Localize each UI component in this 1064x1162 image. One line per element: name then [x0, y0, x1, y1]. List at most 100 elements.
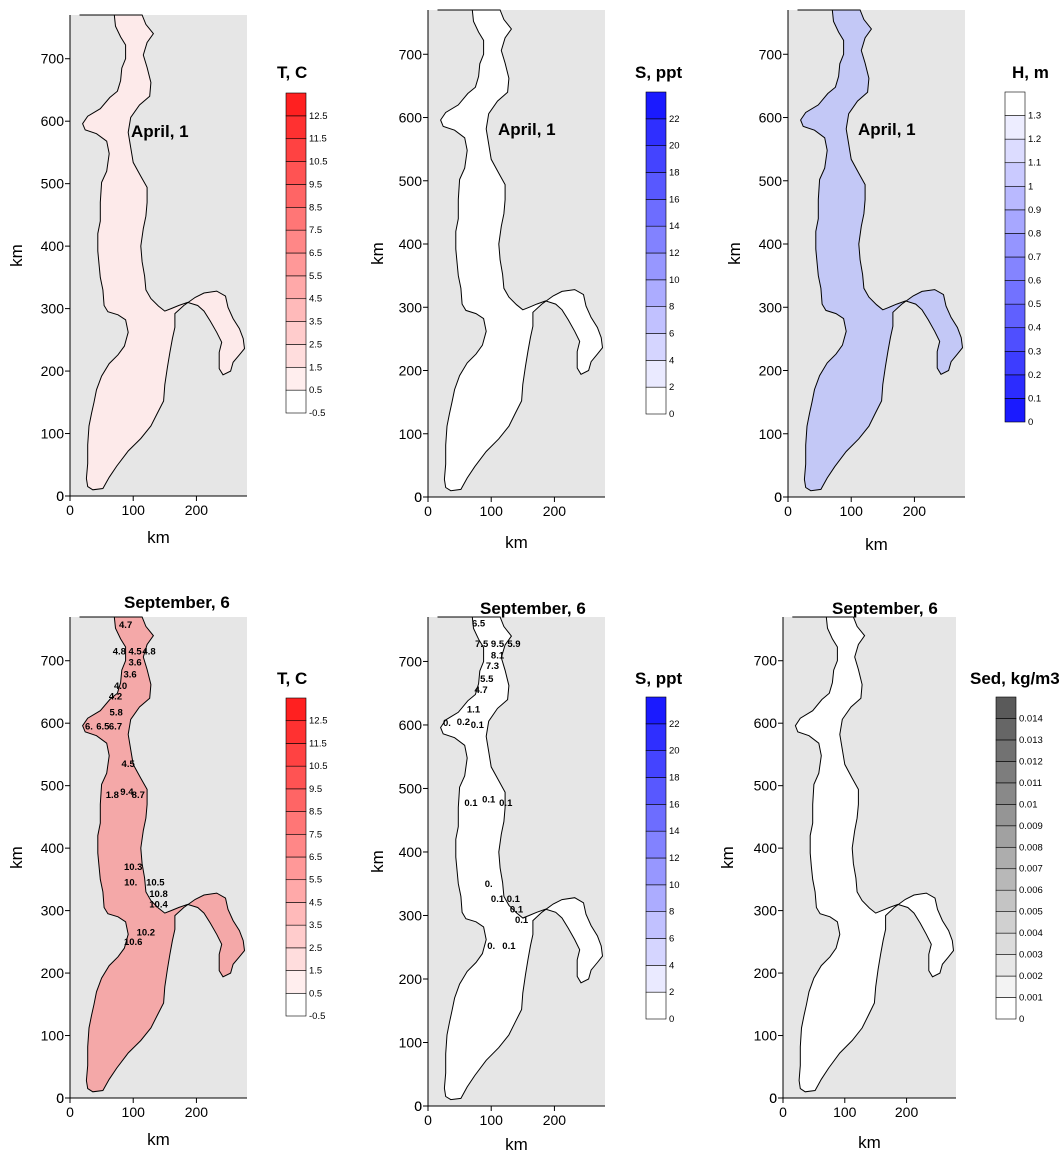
- legend-level-label: 0.011: [1019, 778, 1042, 789]
- y-tick-label: 0: [414, 1098, 422, 1114]
- legend-swatch: [285, 115, 307, 140]
- y-tick-label: 600: [759, 110, 783, 126]
- legend-level-label: 0: [669, 409, 674, 420]
- legend-level-label: 16: [669, 799, 680, 810]
- contour-label: 0.: [443, 718, 451, 729]
- panel-depth-april: 0 100 200 0 100 200 300 400 500 600 700 0 km km April,…: [725, 9, 1049, 554]
- legend-level-label: 0.5: [309, 385, 322, 396]
- y-tick-label: 500: [41, 778, 65, 794]
- y-tick-label: 200: [41, 965, 65, 981]
- contour-label: 0.1: [491, 894, 505, 905]
- legend-level-label: 8: [669, 302, 674, 313]
- y-tick-label: 400: [399, 236, 423, 252]
- contour-label: 4.8: [142, 646, 155, 657]
- legend-swatch: [1004, 256, 1026, 281]
- x-axis-label: km: [858, 1133, 881, 1152]
- y-tick-label: 500: [759, 173, 783, 189]
- legend-level-label: 6: [669, 934, 674, 945]
- y-tick-label: 200: [41, 363, 65, 379]
- legend-title: S, ppt: [635, 63, 683, 82]
- y-tick-label: 500: [399, 173, 423, 189]
- legend-level-label: 20: [669, 746, 680, 757]
- legend-level-label: 3.5: [309, 317, 322, 328]
- y-tick-label: 200: [759, 363, 783, 379]
- y-tick-label: 500: [399, 780, 423, 796]
- contour-label: 1.1: [467, 704, 481, 715]
- legend-level-label: 0.3: [1028, 346, 1041, 357]
- legend-level-label: 0.013: [1019, 735, 1043, 746]
- legend-swatch: [1004, 162, 1026, 187]
- contour-label: 3.6: [123, 670, 136, 681]
- legend-swatch: [285, 298, 307, 322]
- x-axis-label: km: [505, 1135, 528, 1154]
- legend-level-label: 5.5: [309, 875, 322, 886]
- legend-swatch: [645, 118, 667, 146]
- x-tick-label: 200: [543, 503, 567, 519]
- legend-swatch: [645, 91, 667, 120]
- panel-temperature-april: 0 100 20001002003004005006007000kmkmApril,…: [7, 14, 328, 547]
- legend-swatch: [285, 697, 307, 722]
- legend-swatch: [285, 743, 307, 767]
- legend-level-label: -0.5: [309, 1011, 325, 1022]
- legend-level-label: 0.1: [1028, 393, 1041, 404]
- legend-level-label: 8.5: [309, 807, 322, 818]
- legend-level-label: 5.5: [309, 271, 322, 282]
- lake-field: [437, 616, 604, 1101]
- legend-swatch: [645, 360, 667, 388]
- y-tick-label: 700: [399, 653, 423, 669]
- legend-level-label: 0.004: [1019, 928, 1043, 939]
- contour-label: 0.1: [464, 798, 478, 809]
- legend-level-label: 8: [669, 907, 674, 918]
- contour-label: 10.5: [146, 878, 165, 889]
- y-tick-label: 0: [774, 489, 782, 505]
- panel-title: April, 1: [131, 122, 189, 141]
- legend-swatch: [1004, 209, 1026, 234]
- contour-label: 8.7: [132, 790, 145, 801]
- y-tick-label: 100: [41, 1028, 65, 1044]
- legend-swatch: [645, 306, 667, 334]
- legend-level-label: 10.5: [309, 761, 328, 772]
- legend-swatch: [645, 252, 667, 281]
- x-tick-label: 0: [66, 502, 74, 518]
- contour-label: 5.8: [110, 708, 123, 719]
- legend-level-label: 10: [669, 275, 680, 286]
- contour-label: 1.8: [106, 790, 119, 801]
- legend-level-label: -0.5: [309, 408, 325, 419]
- legend-level-label: 10: [669, 880, 680, 891]
- legend-level-label: 1.5: [309, 362, 322, 373]
- legend-level-label: 0.4: [1028, 323, 1041, 334]
- contour-label: 5.5: [480, 674, 494, 685]
- y-tick-label: 700: [41, 653, 65, 669]
- y-tick-label: 200: [399, 971, 423, 987]
- x-tick-label: 0: [424, 1112, 432, 1128]
- x-tick-label: 0: [779, 1104, 787, 1120]
- legend-swatch: [645, 279, 667, 307]
- y-tick-label: 0: [56, 1090, 64, 1106]
- legend-swatch: [995, 696, 1017, 719]
- y-tick-label: 100: [399, 1034, 423, 1050]
- legend-swatch: [1004, 350, 1026, 376]
- y-tick-label: 300: [41, 301, 65, 317]
- legend-swatch: [995, 718, 1017, 741]
- y-tick-label: 0: [769, 1090, 777, 1106]
- contour-label: 4.7: [119, 620, 132, 631]
- legend-level-label: 0.5: [1028, 299, 1041, 310]
- legend-level-label: 7.5: [309, 829, 322, 840]
- contour-label: 4.2: [109, 691, 122, 702]
- legend-swatch: [995, 739, 1017, 762]
- y-tick-label: 200: [399, 363, 423, 379]
- legend-swatch: [645, 857, 667, 886]
- y-tick-label: 0: [769, 1090, 777, 1106]
- contour-label: 6.5: [96, 721, 110, 732]
- legend-level-label: 4.5: [309, 294, 322, 305]
- legend-swatch: [285, 275, 307, 300]
- y-tick-label: 0: [414, 489, 422, 505]
- legend-title: Sed, kg/m3: [970, 669, 1060, 688]
- legend-swatch: [285, 389, 307, 414]
- y-tick-label: 0: [774, 489, 782, 505]
- legend-swatch: [645, 911, 667, 939]
- legend-swatch: [995, 761, 1017, 784]
- contour-label: 9.4: [120, 787, 134, 798]
- legend-level-label: 0.9: [1028, 205, 1041, 216]
- legend-title: H, m: [1012, 63, 1049, 82]
